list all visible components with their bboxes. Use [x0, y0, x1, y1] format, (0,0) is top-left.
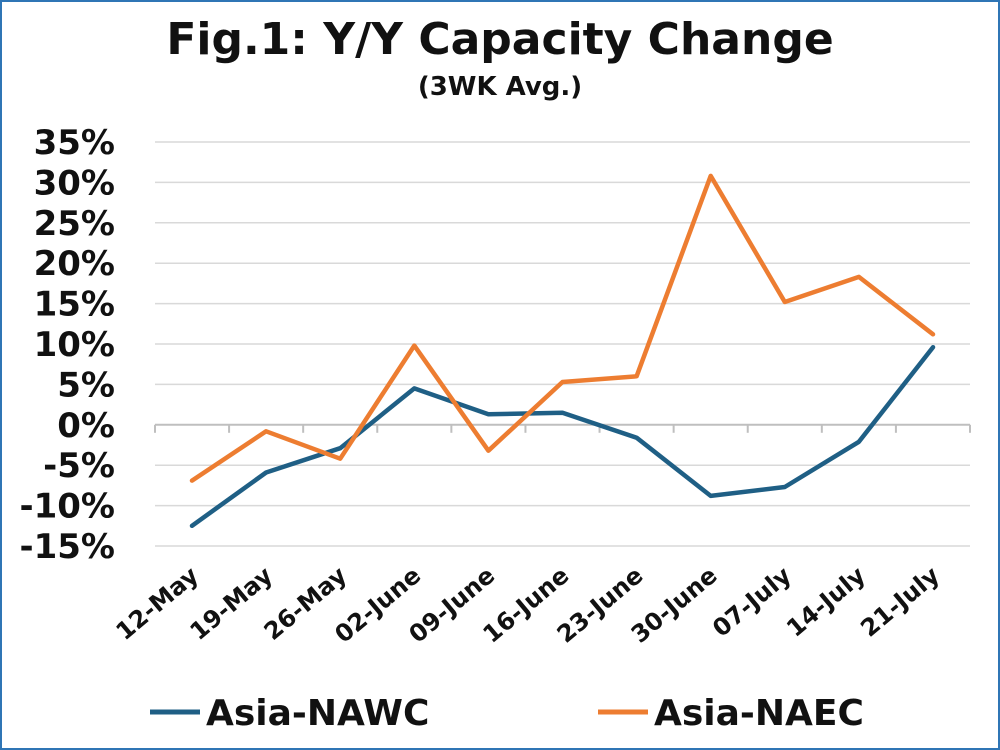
- series-lines: [189, 173, 936, 529]
- series-line-asia-nawc: [189, 344, 936, 529]
- x-tick-label: 07-July: [707, 561, 797, 643]
- legend: Asia-NAWC Asia-NAEC: [150, 693, 864, 734]
- x-tick-label: 19-May: [185, 561, 279, 646]
- x-axis-ticks: 12-May19-May26-May02-June09-June16-June2…: [111, 561, 946, 649]
- chart-subtitle: (3WK Avg.): [417, 72, 583, 102]
- x-axis: [154, 423, 971, 433]
- y-tick-label: 15%: [34, 285, 115, 325]
- x-tick-label: 12-May: [111, 561, 205, 646]
- x-tick-label: 21-July: [855, 561, 945, 643]
- y-tick-label: 0%: [57, 406, 115, 446]
- chart-title: Fig.1: Y/Y Capacity Change: [166, 14, 834, 65]
- y-tick-label: 35%: [34, 123, 115, 163]
- y-tick-label: 20%: [34, 244, 115, 284]
- y-tick-label: 10%: [34, 325, 115, 365]
- x-tick-label: 14-July: [781, 561, 871, 643]
- legend-label-asia-naec: Asia-NAEC: [654, 693, 864, 734]
- gridlines: [155, 141, 970, 547]
- y-tick-label: -10%: [20, 487, 116, 527]
- y-tick-label: -5%: [43, 446, 115, 486]
- y-axis-ticks: 35%30%25%20%15%10%5%0%-5%-10%-15%: [20, 123, 116, 567]
- y-tick-label: 25%: [34, 204, 115, 244]
- y-tick-label: -15%: [20, 527, 116, 567]
- y-tick-label: 30%: [34, 163, 115, 203]
- y-tick-label: 5%: [57, 365, 115, 405]
- series-line-asia-naec: [189, 173, 936, 483]
- legend-label-asia-nawc: Asia-NAWC: [206, 693, 429, 734]
